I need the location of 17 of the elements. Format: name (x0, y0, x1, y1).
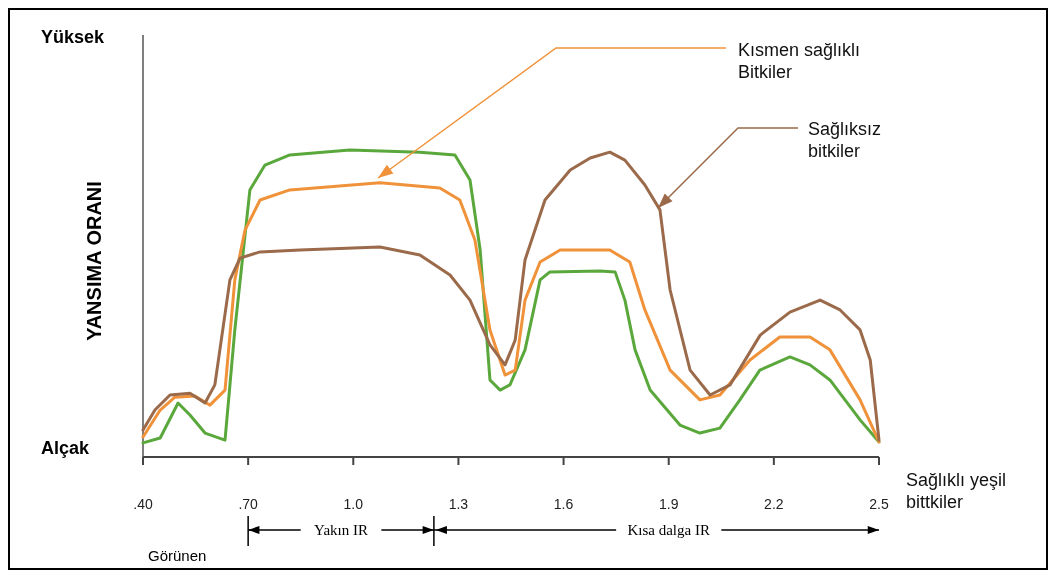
y-axis-title: YANSIMA ORANI (83, 181, 105, 341)
text: Kısa dalga IR (627, 522, 710, 538)
x-tick-label: 2.2 (764, 496, 784, 512)
text: Yüksek (41, 27, 106, 47)
text: Sağlıklı yeşil bittkiler (906, 470, 1007, 512)
text: Alçak (41, 438, 91, 458)
x-tick-label: 2.5 (869, 496, 889, 512)
x-tick-label: 1.6 (553, 496, 574, 512)
text: Sağlıksız bitkiler (808, 119, 882, 161)
x-tick-label: .70 (238, 496, 259, 512)
x-tick-label: 1.0 (343, 496, 364, 512)
x-tick-label: 1.3 (448, 496, 469, 512)
text: Görünen (148, 547, 207, 564)
x-tick-label: .40 (133, 496, 153, 512)
text: Yakın IR (314, 522, 368, 538)
x-tick-label: 1.9 (658, 496, 679, 512)
text: Kısmen sağlıklı Bitkiler (738, 40, 861, 82)
